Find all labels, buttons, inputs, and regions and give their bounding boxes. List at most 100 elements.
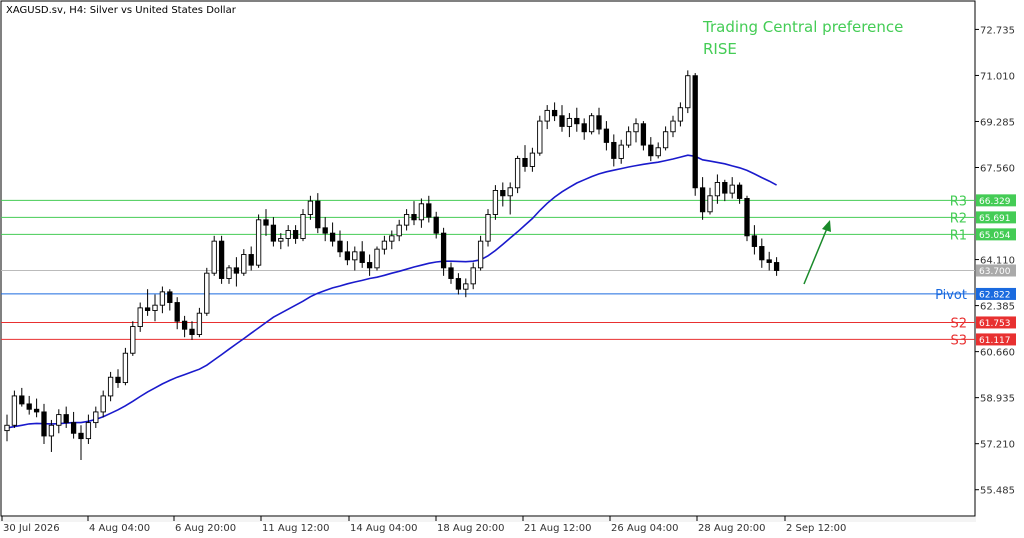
candle bbox=[537, 115, 543, 156]
level-tags-layer: 66.329 65.691 65.054 62.822 61.753 61.117 63.7… bbox=[976, 194, 1016, 346]
candle bbox=[56, 409, 62, 434]
candle bbox=[463, 278, 469, 298]
level-value-pivot: 62.822 bbox=[979, 290, 1011, 300]
candle bbox=[470, 262, 476, 290]
candle bbox=[514, 155, 521, 194]
time-axis: 30 Jul 2026 4 Aug 04:00 6 Aug 20:00 11 Aug … bbox=[0, 516, 976, 534]
candle bbox=[418, 198, 425, 228]
candle bbox=[226, 265, 232, 284]
candle bbox=[107, 371, 114, 402]
candle bbox=[566, 113, 573, 138]
current-price-value: 63.700 bbox=[979, 267, 1011, 277]
candle bbox=[233, 257, 240, 287]
candle bbox=[559, 105, 565, 132]
candle bbox=[329, 222, 336, 247]
candle bbox=[152, 294, 158, 322]
time-tick-label: 18 Aug 20:00 bbox=[437, 523, 504, 534]
candle bbox=[500, 182, 506, 207]
price-tick-label: 57.210 bbox=[980, 440, 1015, 451]
candle bbox=[707, 187, 713, 215]
time-tick-label: 26 Aug 04:00 bbox=[611, 523, 678, 534]
candle bbox=[130, 321, 136, 356]
level-value-r2: 65.691 bbox=[979, 214, 1011, 224]
candle bbox=[581, 118, 587, 140]
price-tick-label: 64.110 bbox=[980, 256, 1015, 267]
candle bbox=[181, 315, 188, 338]
candle bbox=[374, 246, 380, 271]
candle bbox=[78, 425, 84, 460]
candle bbox=[411, 201, 417, 226]
level-tag-pivot bbox=[976, 287, 1016, 300]
moving-average-line bbox=[6, 154, 777, 429]
candle bbox=[255, 214, 262, 268]
preference-direction: RISE bbox=[703, 40, 737, 58]
candle bbox=[11, 390, 18, 428]
candle bbox=[596, 107, 602, 135]
rise-arrow-head bbox=[822, 220, 831, 232]
candle bbox=[248, 246, 254, 271]
candle bbox=[722, 179, 728, 202]
price-axis: 72.735 71.010 69.285 67.560 64.110 62.385 60.6… bbox=[975, 25, 1015, 497]
candle bbox=[211, 235, 217, 276]
price-tick-label: 60.660 bbox=[980, 348, 1015, 359]
candle bbox=[359, 241, 365, 268]
price-tick-label: 62.385 bbox=[980, 302, 1015, 313]
candle bbox=[396, 219, 402, 242]
candle bbox=[263, 209, 269, 236]
candle bbox=[167, 289, 173, 311]
candle bbox=[455, 273, 462, 295]
price-tick-label: 69.285 bbox=[980, 117, 1015, 128]
price-tick-label: 71.010 bbox=[980, 71, 1015, 82]
time-tick-label: 11 Aug 12:00 bbox=[262, 523, 329, 534]
candle bbox=[337, 230, 343, 258]
candle bbox=[270, 217, 277, 247]
candle bbox=[381, 235, 388, 255]
time-tick-label: 14 Aug 04:00 bbox=[350, 523, 417, 534]
candle bbox=[544, 105, 550, 130]
time-tick-label: 2 Sep 12:00 bbox=[786, 523, 846, 534]
time-tick-label: 6 Aug 20:00 bbox=[175, 523, 236, 534]
candle bbox=[189, 321, 195, 340]
candle bbox=[692, 73, 698, 196]
candle bbox=[352, 246, 358, 271]
candle bbox=[322, 217, 328, 242]
candle bbox=[551, 102, 558, 122]
candle bbox=[744, 195, 750, 242]
price-tick-label: 67.560 bbox=[980, 164, 1015, 175]
moving-average-layer bbox=[6, 154, 777, 429]
time-tick-label: 30 Jul 2026 bbox=[3, 523, 60, 534]
candle bbox=[218, 235, 225, 284]
level-tag-r1 bbox=[976, 228, 1016, 241]
candle bbox=[714, 174, 721, 204]
time-scroll-strip bbox=[0, 517, 976, 522]
candle bbox=[159, 286, 166, 314]
candle bbox=[648, 137, 654, 162]
level-value-r1: 65.054 bbox=[979, 231, 1011, 241]
candle bbox=[70, 411, 77, 439]
candle bbox=[93, 406, 99, 428]
level-tag-r3 bbox=[976, 194, 1016, 207]
level-tag-s2 bbox=[976, 316, 1016, 329]
candle bbox=[285, 225, 291, 247]
candle bbox=[241, 249, 247, 276]
price-tick-label: 72.735 bbox=[980, 25, 1015, 36]
candle bbox=[204, 267, 210, 316]
candle bbox=[603, 121, 610, 151]
level-value-s3: 61.117 bbox=[979, 336, 1011, 346]
candle bbox=[751, 225, 758, 255]
candle bbox=[315, 193, 321, 234]
candle bbox=[389, 230, 395, 250]
level-tag-r2 bbox=[976, 211, 1016, 224]
candle bbox=[4, 414, 10, 442]
level-value-r3: 66.329 bbox=[979, 197, 1011, 207]
candle bbox=[440, 227, 447, 276]
candle bbox=[685, 70, 691, 114]
level-label-r3: R3 bbox=[950, 194, 967, 209]
level-label-r1: R1 bbox=[950, 228, 967, 243]
candle bbox=[448, 262, 454, 284]
current-price-tag bbox=[976, 264, 1016, 277]
candle bbox=[640, 121, 647, 151]
candle bbox=[618, 139, 624, 164]
candle bbox=[633, 118, 639, 143]
